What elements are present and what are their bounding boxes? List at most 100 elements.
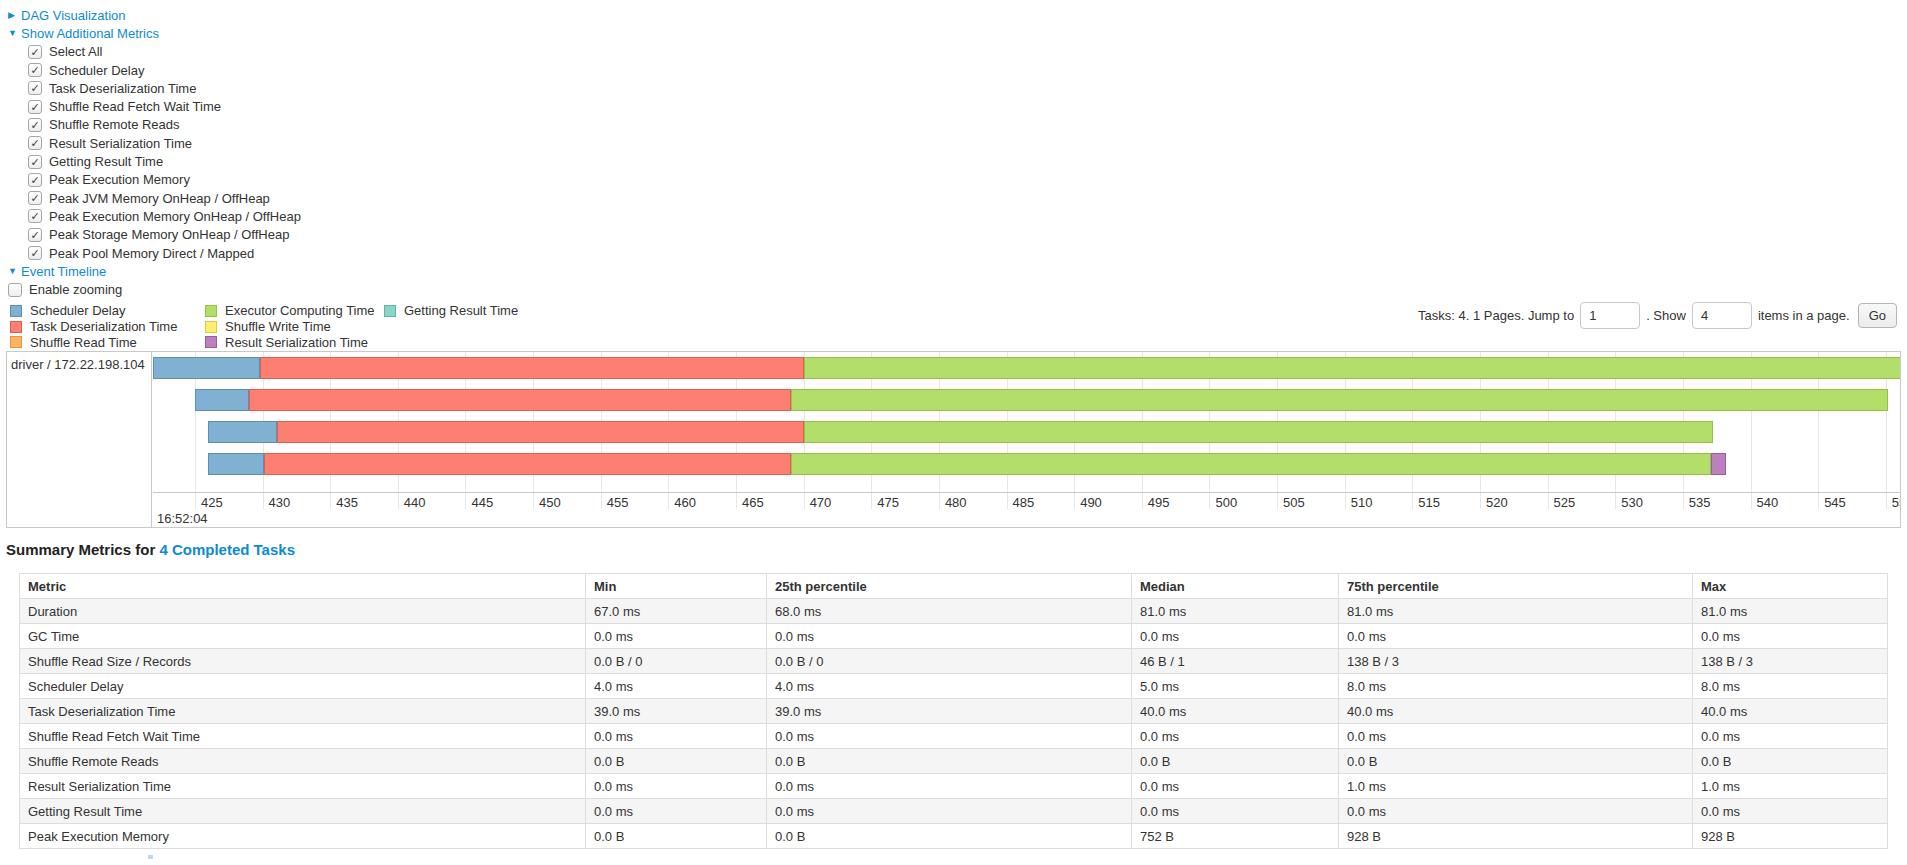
metric-value-cell: 0.0 B [586, 749, 767, 774]
task-deserialization-bar[interactable] [264, 453, 792, 475]
event-timeline-link[interactable]: Event Timeline [21, 264, 106, 279]
metrics-panel: ▶ DAG Visualization ▼ Show Additional Me… [8, 6, 301, 299]
executor-computing-bar[interactable] [791, 453, 1711, 475]
checkbox-peak-storage-memory-onheap-offheap[interactable]: ✓ [28, 228, 42, 242]
table-row-shuffle-remote-reads: Shuffle Remote Reads0.0 B0.0 B0.0 B0.0 B… [20, 749, 1888, 774]
scheduler-delay-bar[interactable] [208, 421, 277, 443]
axis-tick [1615, 493, 1616, 509]
enable-zooming-label: Enable zooming [29, 282, 122, 297]
shuffle-write-swatch-icon [205, 321, 217, 333]
show-additional-metrics-toggle[interactable]: ▼ Show Additional Metrics [8, 24, 301, 42]
task-deserialization-bar[interactable] [277, 421, 803, 443]
legend-column: Scheduler DelayTask Deserialization Time… [10, 303, 177, 350]
metric-value-cell: 81.0 ms [1693, 599, 1888, 624]
checkbox-peak-pool-memory-direct-mapped[interactable]: ✓ [28, 246, 42, 260]
checkbox-scheduler-delay[interactable]: ✓ [28, 63, 42, 77]
checkbox-shuffle-read-fetch-wait-time[interactable]: ✓ [28, 100, 42, 114]
metric-value-cell: 0.0 B [767, 749, 1132, 774]
axis-tick-label: 520 [1486, 495, 1508, 510]
checkbox-getting-result-time[interactable]: ✓ [28, 155, 42, 169]
metric-checkbox-row-peak-jvm-memory-onheap-offheap[interactable]: ✓Peak JVM Memory OnHeap / OffHeap [28, 189, 301, 207]
scheduler-delay-bar[interactable] [208, 453, 263, 475]
metric-checkbox-row-shuffle-remote-reads[interactable]: ✓Shuffle Remote Reads [28, 116, 301, 134]
jump-to-page-input[interactable] [1580, 302, 1640, 329]
checkbox-label: Peak Execution Memory OnHeap / OffHeap [49, 209, 301, 224]
metric-checkbox-row-getting-result-time[interactable]: ✓Getting Result Time [28, 152, 301, 170]
legend-label: Shuffle Read Time [30, 335, 137, 350]
axis-time-label: 16:52:04 [157, 511, 208, 526]
enable-zooming-checkbox[interactable] [8, 283, 22, 297]
timeline-plot-area[interactable]: 16:52:04 4254304354404454504554604654704… [153, 352, 1900, 527]
metric-value-cell: 0.0 B [1339, 749, 1693, 774]
metric-checkbox-row-peak-execution-memory[interactable]: ✓Peak Execution Memory [28, 171, 301, 189]
checkbox-select-all[interactable]: ✓ [28, 45, 42, 59]
axis-tick-label: 485 [1013, 495, 1035, 510]
axis-tick-label: 550 [1892, 495, 1900, 510]
executor-computing-bar[interactable] [804, 421, 1713, 443]
metric-value-cell: 67.0 ms [586, 599, 767, 624]
metric-checkbox-row-peak-storage-memory-onheap-offheap[interactable]: ✓Peak Storage Memory OnHeap / OffHeap [28, 226, 301, 244]
axis-tick [871, 493, 872, 509]
dag-visualization-toggle[interactable]: ▶ DAG Visualization [8, 6, 301, 24]
checkbox-peak-execution-memory-onheap-offheap[interactable]: ✓ [28, 209, 42, 223]
axis-tick [1345, 493, 1346, 509]
metric-value-cell: 40.0 ms [1132, 699, 1339, 724]
checkbox-task-deserialization-time[interactable]: ✓ [28, 81, 42, 95]
metric-checkbox-row-scheduler-delay[interactable]: ✓Scheduler Delay [28, 61, 301, 79]
metric-name-cell: Task Deserialization Time [20, 699, 586, 724]
metric-name-cell: Result Serialization Time [20, 774, 586, 799]
chevron-right-icon: ▶ [8, 10, 21, 20]
metric-value-cell: 46 B / 1 [1132, 649, 1339, 674]
executor-computing-bar[interactable] [804, 357, 1900, 379]
metric-checkbox-row-result-serialization-time[interactable]: ✓Result Serialization Time [28, 134, 301, 152]
task-deserialization-bar[interactable] [249, 389, 791, 411]
axis-separator-line [153, 492, 1900, 493]
metric-value-cell: 1.0 ms [1693, 774, 1888, 799]
metric-checkbox-row-select-all[interactable]: ✓Select All [28, 43, 301, 61]
legend-label: Scheduler Delay [30, 303, 125, 318]
metric-checkbox-row-shuffle-read-fetch-wait-time[interactable]: ✓Shuffle Read Fetch Wait Time [28, 97, 301, 115]
metric-checkbox-row-peak-pool-memory-direct-mapped[interactable]: ✓Peak Pool Memory Direct / Mapped [28, 244, 301, 262]
axis-tick-label: 495 [1148, 495, 1170, 510]
table-header-metric: Metric [20, 574, 586, 599]
legend-label: Getting Result Time [404, 303, 518, 318]
axis-tick [1751, 493, 1752, 509]
completed-tasks-link[interactable]: 4 Completed Tasks [159, 541, 295, 558]
metric-value-cell: 752 B [1132, 824, 1339, 849]
dag-visualization-link[interactable]: DAG Visualization [21, 8, 126, 23]
enable-zooming-row[interactable]: Enable zooming [8, 280, 301, 298]
checkbox-peak-execution-memory[interactable]: ✓ [28, 173, 42, 187]
table-row-shuffle-read-fetch-wait-time: Shuffle Read Fetch Wait Time0.0 ms0.0 ms… [20, 724, 1888, 749]
axis-tick-label: 490 [1080, 495, 1102, 510]
checkbox-result-serialization-time[interactable]: ✓ [28, 136, 42, 150]
axis-tick [195, 493, 196, 509]
axis-tick [736, 493, 737, 509]
result-serialization-bar[interactable] [1711, 453, 1726, 475]
metric-checkbox-row-task-deserialization-time[interactable]: ✓Task Deserialization Time [28, 79, 301, 97]
axis-tick [1074, 493, 1075, 509]
metric-value-cell: 0.0 ms [1339, 724, 1693, 749]
axis-tick [1886, 493, 1887, 509]
task-deserialization-bar[interactable] [260, 357, 804, 379]
metric-value-cell: 40.0 ms [1693, 699, 1888, 724]
go-button[interactable]: Go [1858, 303, 1897, 328]
event-timeline-toggle[interactable]: ▼ Event Timeline [8, 262, 301, 280]
executor-computing-bar[interactable] [791, 389, 1888, 411]
pagination-prefix-label: Tasks: 4. 1 Pages. Jump to [1418, 308, 1574, 323]
checkbox-peak-jvm-memory-onheap-offheap[interactable]: ✓ [28, 191, 42, 205]
axis-tick-label: 440 [404, 495, 426, 510]
scheduler-delay-bar[interactable] [195, 389, 249, 411]
axis-tick-label: 445 [471, 495, 493, 510]
scheduler-delay-bar[interactable] [153, 357, 260, 379]
metric-checkbox-row-peak-execution-memory-onheap-offheap[interactable]: ✓ Peak Execution Memory OnHeap / OffHeap [28, 207, 301, 225]
checkbox-shuffle-remote-reads[interactable]: ✓ [28, 118, 42, 132]
legend-item-getting-result: Getting Result Time [384, 303, 518, 319]
task-deserialization-swatch-icon [10, 321, 22, 333]
show-additional-metrics-link[interactable]: Show Additional Metrics [21, 26, 159, 41]
axis-tick [1007, 493, 1008, 509]
axis-tick [263, 493, 264, 509]
axis-tick-label: 425 [201, 495, 223, 510]
axis-tick-label: 430 [269, 495, 291, 510]
axis-tick-label: 510 [1351, 495, 1373, 510]
items-per-page-input[interactable] [1692, 302, 1752, 329]
